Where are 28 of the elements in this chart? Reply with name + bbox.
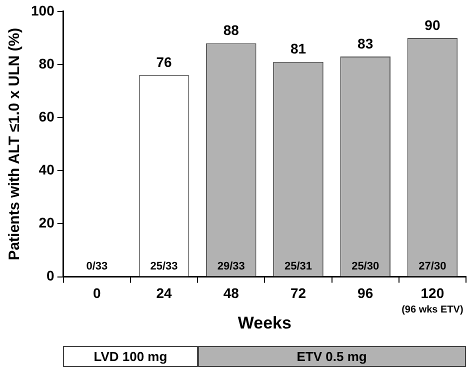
regimen-box: LVD 100 mg	[63, 346, 198, 367]
y-tick-label: 60	[38, 108, 55, 124]
annotation: 0/33	[86, 260, 108, 272]
annotation: 25/30	[352, 260, 380, 272]
annotation: 29/33	[217, 260, 245, 272]
x-tick-label: 96	[358, 285, 374, 302]
y-tick-label: 100	[31, 2, 55, 18]
annotation: 27/30	[418, 260, 446, 272]
data-label: 90	[424, 16, 440, 33]
x-tick-label: 72	[290, 285, 306, 302]
y-tick-label: 0	[46, 268, 55, 284]
text: (96 wks ETV)	[402, 304, 464, 316]
y-tick-label: 20	[38, 214, 55, 231]
y-axis-title: Patients with ALT ≤1.0 x ULN (%)	[6, 28, 24, 260]
annotation: 25/33	[150, 260, 178, 272]
x-tick-label: 48	[223, 285, 240, 302]
x-axis-title: Weeks	[238, 313, 292, 332]
y-tick-label: 80	[38, 55, 55, 72]
data-label: 83	[358, 35, 374, 52]
x-tick-label: 0	[93, 285, 102, 302]
data-label: 88	[223, 22, 240, 38]
y-tick-label: 40	[38, 162, 55, 178]
x-tick-label: 120	[420, 285, 444, 302]
annotation: 25/31	[284, 260, 312, 272]
x-tick-label: 24	[156, 285, 172, 302]
data-label: 76	[156, 54, 172, 70]
regimen-box: ETV 0.5 mg	[198, 346, 466, 367]
data-label: 81	[290, 40, 306, 57]
